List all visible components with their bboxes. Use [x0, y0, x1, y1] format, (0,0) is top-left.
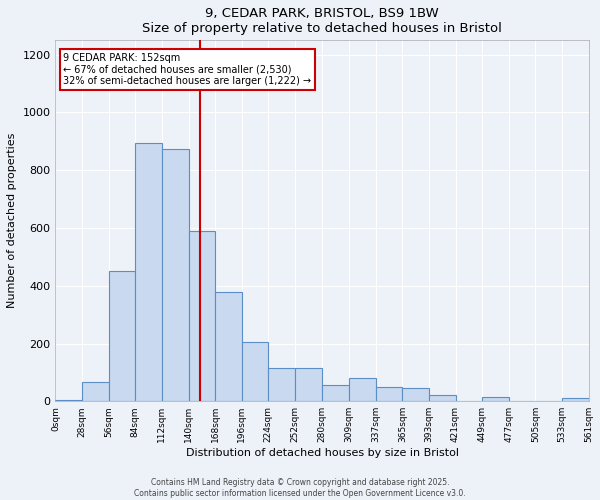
Y-axis label: Number of detached properties: Number of detached properties: [7, 133, 17, 308]
Bar: [429, 396, 455, 402]
Bar: [162, 148, 188, 402]
X-axis label: Distribution of detached houses by size in Bristol: Distribution of detached houses by size …: [185, 448, 458, 458]
Bar: [136, 143, 162, 402]
Bar: [188, 231, 215, 402]
Text: Contains HM Land Registry data © Crown copyright and database right 2025.
Contai: Contains HM Land Registry data © Crown c…: [134, 478, 466, 498]
Title: 9, CEDAR PARK, BRISTOL, BS9 1BW
Size of property relative to detached houses in : 9, CEDAR PARK, BRISTOL, BS9 1BW Size of …: [142, 7, 502, 35]
Bar: [295, 368, 322, 402]
Bar: [55, 400, 82, 402]
Bar: [268, 368, 295, 402]
Bar: [109, 272, 136, 402]
Bar: [82, 382, 109, 402]
Bar: [349, 378, 376, 402]
Bar: [376, 387, 403, 402]
Bar: [403, 388, 429, 402]
Bar: [215, 292, 242, 402]
Bar: [322, 386, 349, 402]
Bar: [242, 342, 268, 402]
Bar: [562, 398, 589, 402]
Bar: [482, 397, 509, 402]
Text: 9 CEDAR PARK: 152sqm
← 67% of detached houses are smaller (2,530)
32% of semi-de: 9 CEDAR PARK: 152sqm ← 67% of detached h…: [64, 53, 311, 86]
